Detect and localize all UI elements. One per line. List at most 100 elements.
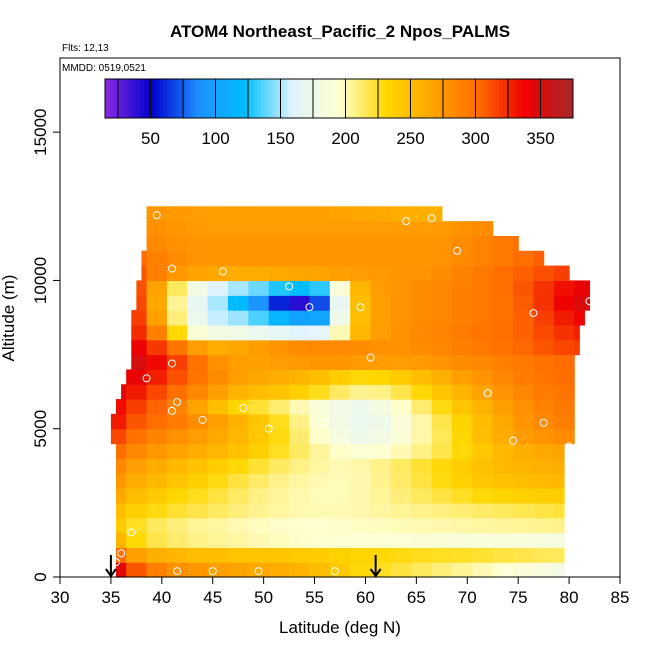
colorbar-swatch bbox=[206, 79, 211, 118]
heatmap-cell bbox=[452, 384, 473, 400]
heatmap-cell bbox=[268, 562, 290, 578]
colorbar-swatch bbox=[354, 79, 359, 118]
heatmap-cell bbox=[146, 369, 168, 385]
sample-point bbox=[509, 436, 518, 445]
heatmap-cell bbox=[268, 235, 290, 252]
heatmap-cell bbox=[289, 547, 311, 563]
heatmap-cell bbox=[411, 532, 433, 548]
heatmap-cell bbox=[248, 295, 270, 311]
heatmap-cell bbox=[431, 562, 453, 578]
colorbar-swatch bbox=[128, 79, 133, 118]
colorbar-swatch bbox=[296, 79, 301, 118]
flights-label: Flts: 12,13 bbox=[62, 43, 109, 54]
heatmap-cell bbox=[513, 310, 535, 326]
heatmap-cell bbox=[370, 250, 392, 267]
heatmap-cell bbox=[390, 310, 412, 326]
heatmap-cell bbox=[268, 428, 290, 445]
heatmap-cell bbox=[370, 339, 392, 356]
colorbar-swatch bbox=[307, 79, 313, 118]
sample-point bbox=[127, 528, 136, 537]
colorbar-swatch bbox=[350, 79, 356, 118]
plot-frame bbox=[59, 57, 621, 578]
heatmap-cell bbox=[553, 488, 565, 504]
heatmap-cell bbox=[350, 562, 372, 578]
heatmap-cell bbox=[492, 339, 514, 356]
colorbar-swatch bbox=[405, 79, 410, 118]
heatmap-cell bbox=[411, 265, 433, 282]
colorbar-swatch bbox=[264, 79, 270, 118]
heatmap-cell bbox=[472, 339, 494, 356]
heatmap-cell bbox=[370, 532, 392, 548]
heatmap-cell bbox=[411, 517, 433, 534]
colorbar-swatch bbox=[420, 79, 426, 118]
colorbar-swatch bbox=[428, 79, 434, 118]
heatmap-cell bbox=[146, 265, 168, 282]
heatmap-cell bbox=[411, 324, 433, 341]
heatmap-cell bbox=[187, 443, 209, 459]
colorbar-swatch bbox=[159, 79, 164, 118]
heatmap-cell bbox=[228, 547, 249, 563]
heatmap-cell bbox=[350, 473, 372, 489]
heatmap-cell bbox=[110, 428, 127, 445]
heatmap-cell bbox=[228, 280, 249, 296]
colorbar-swatch bbox=[319, 79, 324, 118]
heatmap-cell bbox=[452, 265, 473, 282]
colorbar-swatch bbox=[222, 79, 227, 118]
heatmap-cell bbox=[309, 488, 331, 504]
heatmap-cell bbox=[553, 280, 575, 296]
heatmap-cell bbox=[452, 428, 473, 445]
heatmap-cell bbox=[187, 354, 209, 370]
colorbar-swatch bbox=[413, 79, 418, 118]
heatmap-cell bbox=[411, 369, 433, 385]
colorbar-swatch bbox=[323, 79, 328, 118]
heatmap-cell bbox=[289, 458, 311, 474]
heatmap-cell bbox=[329, 502, 351, 519]
heatmap-cell bbox=[268, 413, 290, 430]
y-tick-label: 10000 bbox=[31, 257, 50, 304]
colorbar-swatch bbox=[136, 79, 141, 118]
heatmap-cell bbox=[370, 221, 392, 237]
colorbar-swatch bbox=[190, 79, 196, 118]
heatmap-cell bbox=[248, 488, 270, 504]
x-tick-label: 45 bbox=[203, 588, 222, 607]
heatmap-cell bbox=[411, 473, 433, 489]
heatmap-cell bbox=[131, 324, 148, 341]
heatmap-cell bbox=[513, 280, 535, 296]
heatmap-cell bbox=[350, 458, 372, 474]
heatmap-cell bbox=[268, 458, 290, 474]
heatmap-cell bbox=[166, 443, 188, 459]
heatmap-cell bbox=[431, 280, 453, 296]
heatmap-cell bbox=[370, 354, 392, 370]
heatmap-cell bbox=[248, 384, 270, 400]
heatmap-cell bbox=[289, 250, 311, 267]
colorbar-swatch bbox=[491, 79, 496, 118]
heatmap-cell bbox=[472, 295, 494, 311]
heatmap-cell bbox=[553, 399, 575, 415]
heatmap-cell bbox=[228, 369, 249, 385]
heatmap-cell bbox=[329, 399, 351, 415]
heatmap-cell bbox=[146, 384, 168, 400]
heatmap-cell bbox=[187, 384, 209, 400]
heatmap-cell bbox=[390, 517, 412, 534]
colorbar-swatch bbox=[401, 79, 406, 118]
heatmap-cell bbox=[431, 265, 453, 282]
colorbar-swatch bbox=[116, 79, 122, 118]
heatmap-cell bbox=[492, 502, 514, 519]
heatmap-cell bbox=[309, 384, 331, 400]
heatmap-cell bbox=[472, 221, 494, 237]
heatmap-cell bbox=[289, 488, 311, 504]
heatmap-cell bbox=[289, 399, 311, 415]
heatmap-cell bbox=[431, 250, 453, 267]
heatmap-cell bbox=[533, 562, 555, 578]
heatmap-cell bbox=[289, 517, 311, 534]
heatmap-cell bbox=[513, 369, 535, 385]
y-tick-label: 15000 bbox=[31, 109, 50, 156]
heatmap-cell bbox=[452, 547, 473, 563]
heatmap-cell bbox=[452, 517, 473, 534]
heatmap-cell bbox=[329, 547, 351, 563]
heatmap-cell bbox=[228, 221, 249, 237]
heatmap-cell bbox=[329, 354, 351, 370]
colorbar-tick-label: 150 bbox=[266, 129, 294, 148]
heatmap-cell bbox=[146, 473, 168, 489]
